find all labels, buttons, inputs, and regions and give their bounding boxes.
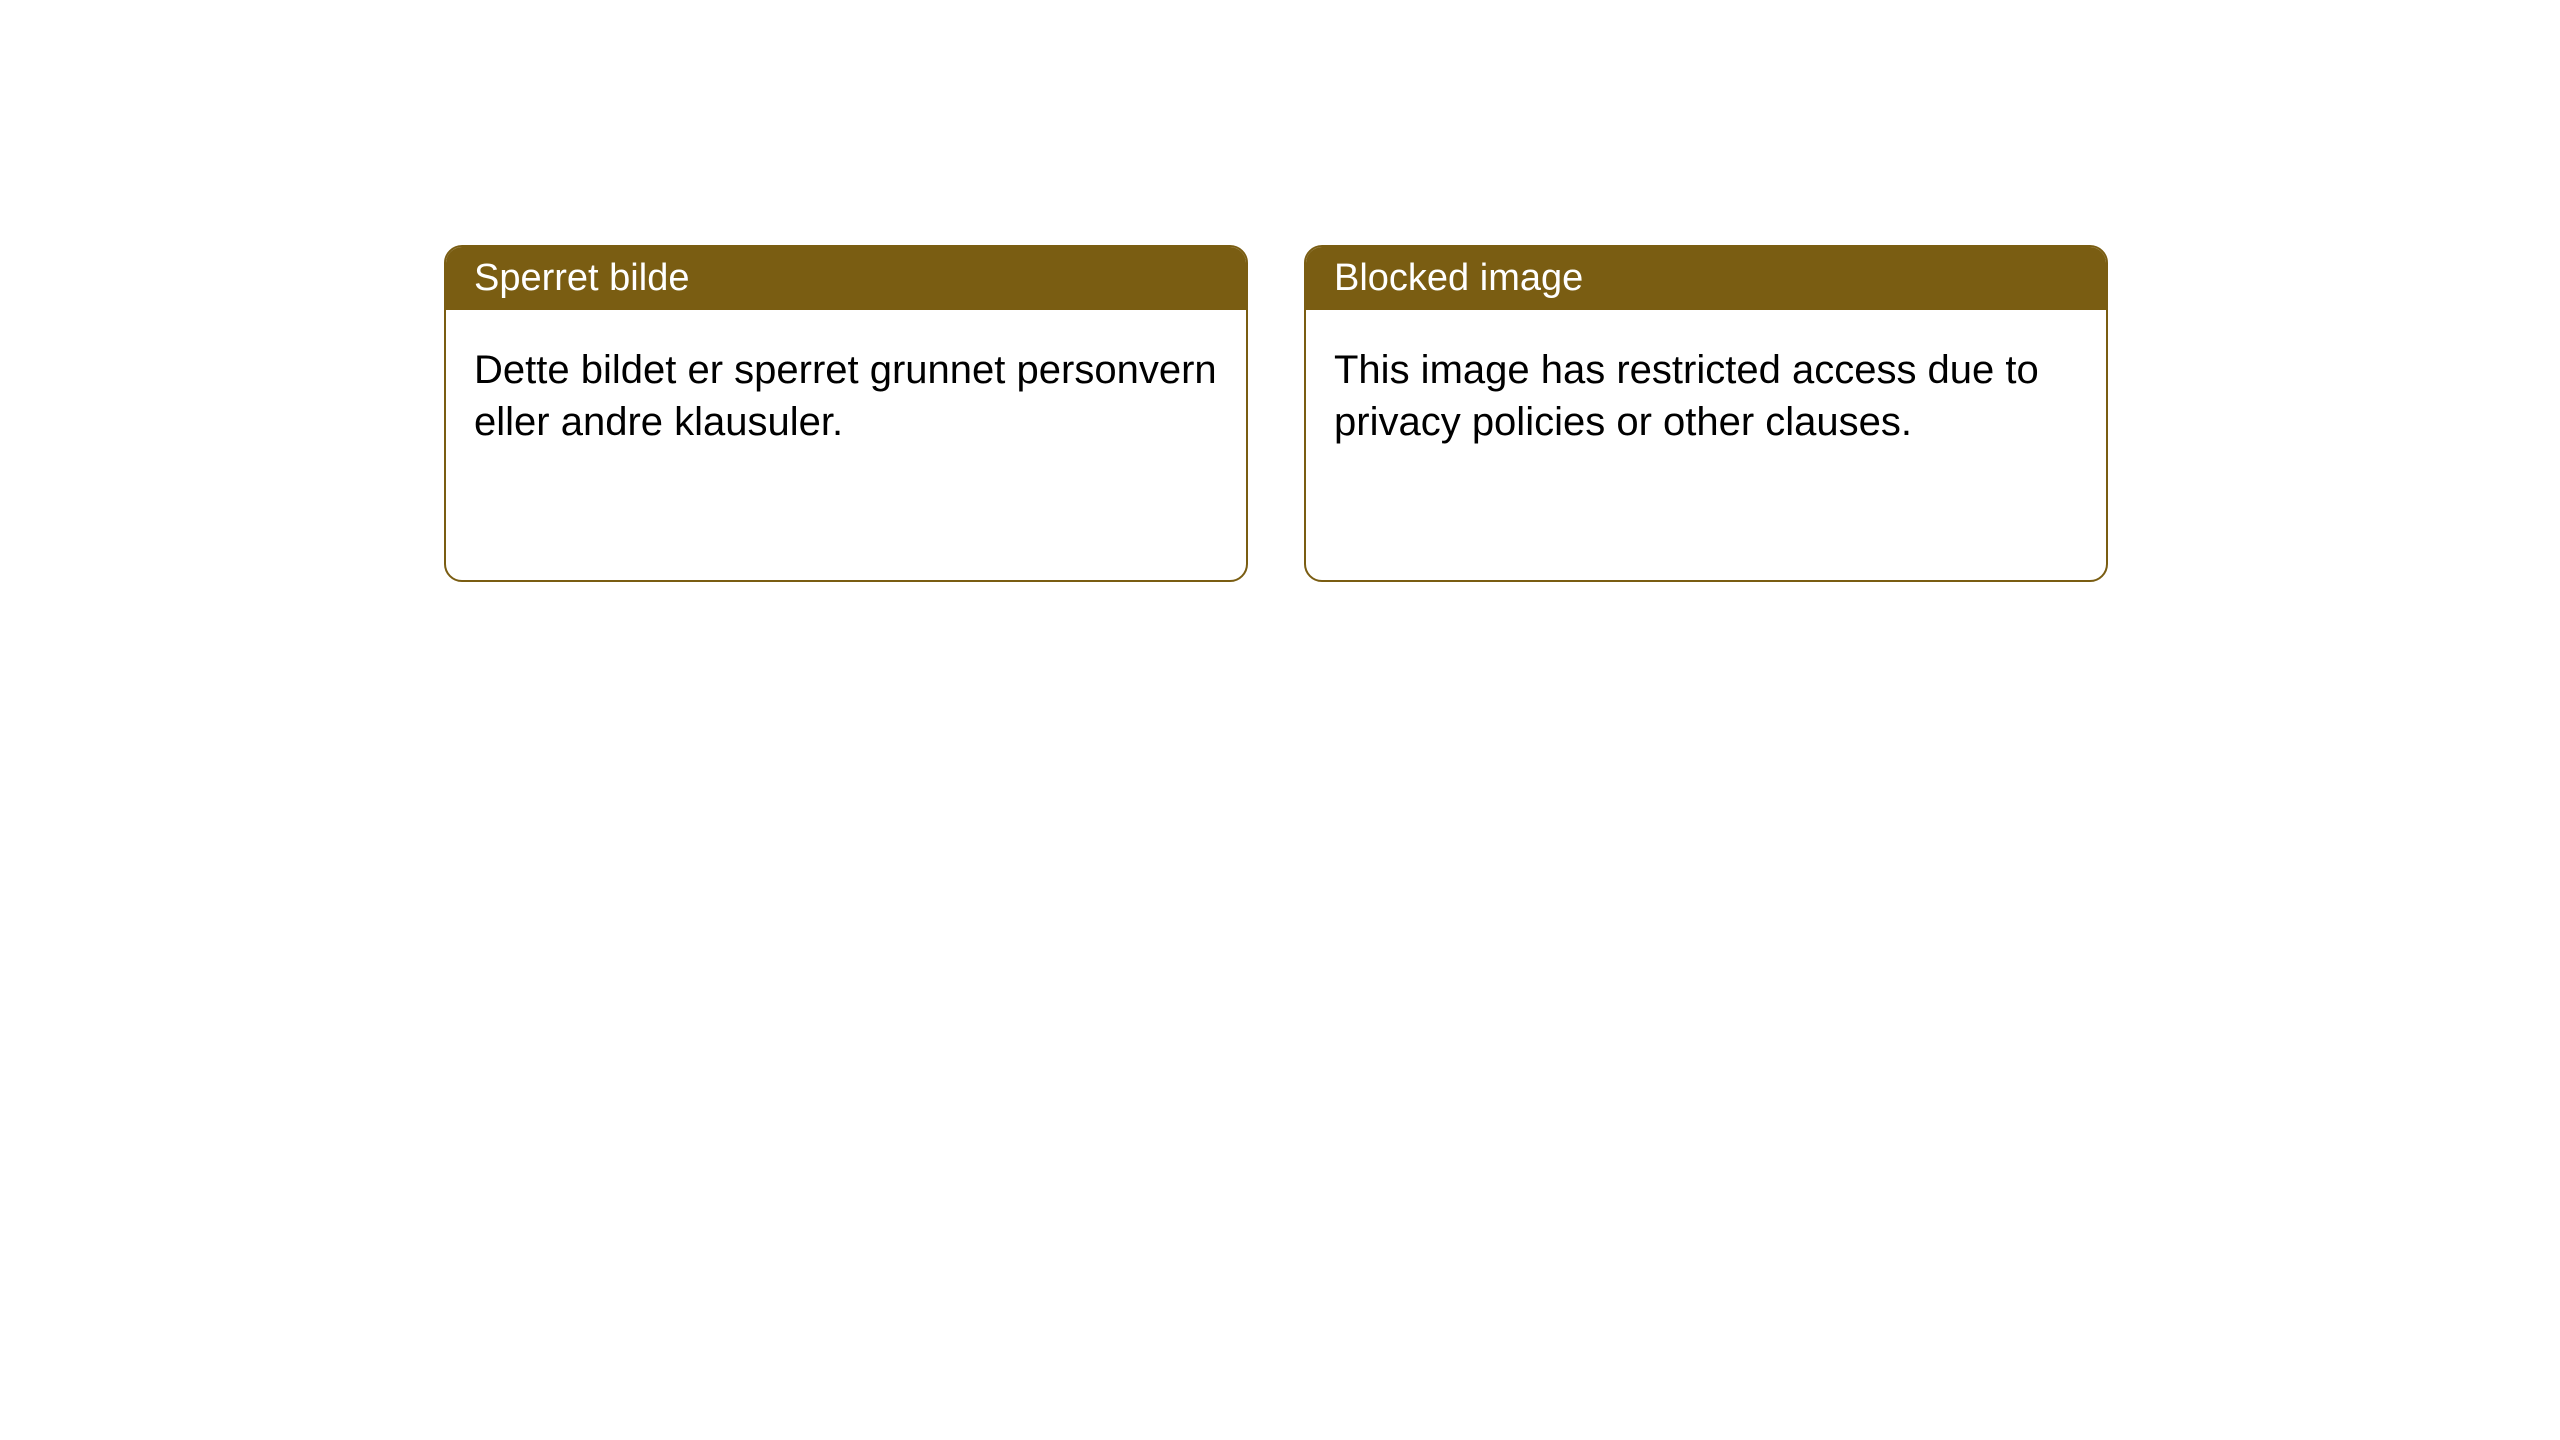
notice-body: This image has restricted access due to … [1306, 310, 2106, 482]
notice-card-norwegian: Sperret bilde Dette bildet er sperret gr… [444, 245, 1248, 582]
notice-title: Sperret bilde [446, 247, 1246, 310]
notice-container: Sperret bilde Dette bildet er sperret gr… [0, 0, 2560, 582]
notice-body: Dette bildet er sperret grunnet personve… [446, 310, 1246, 482]
notice-title: Blocked image [1306, 247, 2106, 310]
notice-card-english: Blocked image This image has restricted … [1304, 245, 2108, 582]
